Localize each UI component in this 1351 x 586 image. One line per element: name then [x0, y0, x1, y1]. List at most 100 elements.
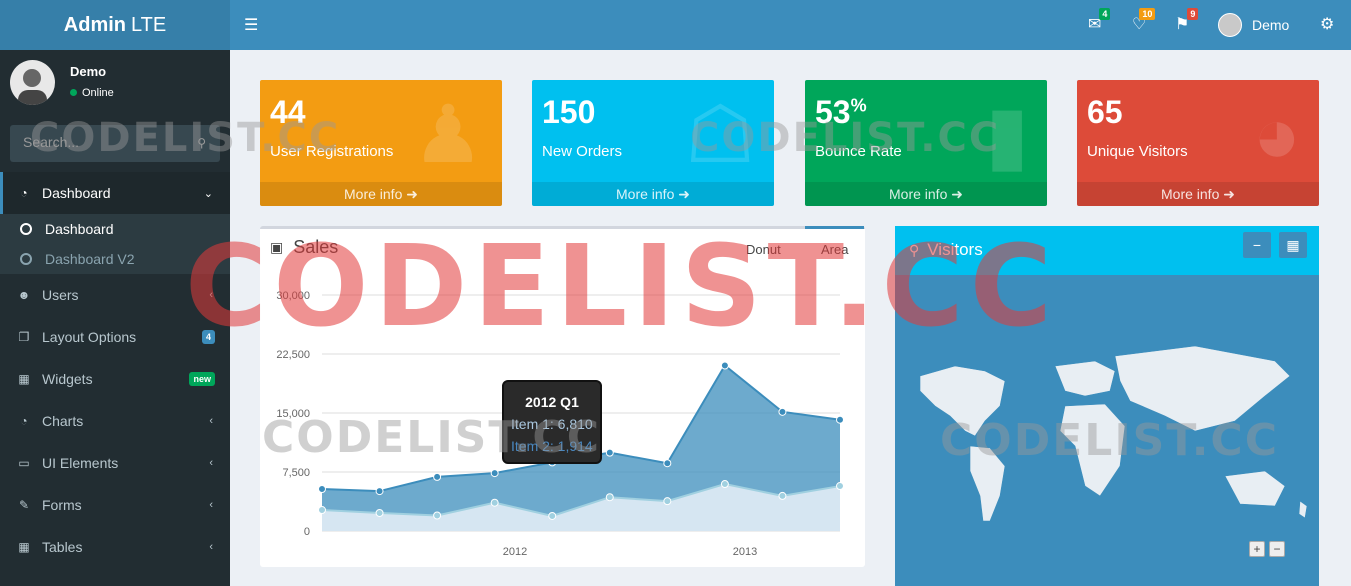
- stat-value: 53%: [815, 94, 867, 130]
- chevron-down-icon: ⌄: [203, 187, 213, 200]
- stat-label: User Registrations: [270, 143, 394, 160]
- files-icon: ❐: [18, 330, 30, 344]
- stat-label: Bounce Rate: [815, 143, 902, 160]
- circle-icon: [20, 223, 32, 235]
- avatar: [1218, 13, 1242, 37]
- notifications-badge: 10: [1139, 8, 1156, 20]
- more-info-link[interactable]: More info ➜: [805, 182, 1047, 206]
- avatar: [10, 60, 55, 105]
- more-info-link[interactable]: More info ➜: [532, 182, 774, 206]
- zoom-in-button[interactable]: +: [1249, 541, 1265, 557]
- stat-label: Unique Visitors: [1087, 143, 1188, 160]
- search-input[interactable]: [10, 125, 180, 159]
- sidebar-item-forms[interactable]: ✎ Forms ‹: [18, 497, 213, 513]
- chevron-left-icon: ‹: [209, 457, 213, 469]
- chevron-left-icon: ‹: [209, 541, 213, 553]
- tooltip-item-1: Item 1: 6,810: [511, 416, 593, 432]
- app-logo[interactable]: Admin LTE: [0, 0, 230, 50]
- visitors-map-box: ⚲ Visitors − ▦ + −: [895, 226, 1319, 586]
- stat-box-orders: 150 New Orders ☖ More info ➜: [532, 80, 774, 206]
- point-item-2: [548, 511, 557, 520]
- sidebar-item-ui-elements[interactable]: ▭ UI Elements ‹: [18, 455, 213, 471]
- tab-area[interactable]: Area: [805, 226, 865, 262]
- user-name: Demo: [70, 64, 107, 79]
- sidebar-search: ⚲: [10, 125, 220, 162]
- y-tick-label: 7,500: [282, 467, 310, 479]
- point-item-1: [375, 487, 384, 496]
- point-item-2: [490, 498, 499, 507]
- point-item-1: [778, 407, 787, 416]
- sidebar-item-layout-options[interactable]: ❐ Layout Options 4: [0, 316, 230, 358]
- chart-tooltip: 2012 Q1 Item 1: 6,810 Item 2: 1,914: [502, 380, 602, 464]
- point-item-1: [490, 469, 499, 478]
- point-item-1: [663, 459, 672, 468]
- flag-icon[interactable]: ⚑ 9: [1175, 8, 1199, 34]
- tab-donut[interactable]: Donut: [746, 242, 781, 257]
- point-item-1: [605, 448, 614, 457]
- more-info-link[interactable]: More info ➜: [1077, 182, 1319, 206]
- submenu-item-dashboard[interactable]: Dashboard: [0, 214, 230, 244]
- y-tick-label: 15,000: [276, 408, 310, 420]
- sales-chart-box: ▣ Sales Donut Area 0 7,500 15,000 22,500 30,0…: [260, 226, 865, 567]
- tooltip-title: 2012 Q1: [525, 394, 579, 410]
- chevron-left-icon: ‹: [209, 499, 213, 511]
- point-item-2: [778, 491, 787, 500]
- stat-box-registrations: 44 User Registrations ♟ More info ➜: [260, 80, 502, 206]
- point-item-2: [663, 497, 672, 506]
- sidebar-menu: ◔ Dashboard ⌄ Dashboard Dashboard V2 ☻ User…: [0, 172, 230, 568]
- point-item-2: [720, 480, 729, 489]
- messages-badge: 4: [1099, 8, 1111, 20]
- stat-box-bounce-rate: 53% Bounce Rate ▮ More info ➜: [805, 80, 1047, 206]
- laptop-icon: ▭: [18, 456, 30, 470]
- tooltip-item-2: Item 2: 1,914: [511, 438, 593, 454]
- x-tick-label: 2013: [733, 546, 757, 558]
- point-item-2: [318, 506, 326, 515]
- point-item-1: [433, 472, 442, 481]
- stat-label: New Orders: [542, 143, 623, 160]
- x-tick-label: 2012: [503, 546, 527, 558]
- submenu-item-dashboard-v2[interactable]: Dashboard V2: [0, 244, 230, 274]
- circle-icon: [20, 253, 32, 265]
- world-map: [919, 345, 1308, 522]
- sidebar: Demo Online ⚲ ◔Dashboard⌄ Dashboard Dash…: [0, 50, 230, 586]
- gears-icon[interactable]: ⚙: [1320, 16, 1335, 33]
- sales-title: ▣ Sales: [270, 237, 339, 257]
- users-icon: ☻: [17, 288, 31, 302]
- sidebar-item-charts[interactable]: ◔ Charts ‹: [0, 400, 230, 442]
- map-marker-icon: ⚲: [909, 241, 920, 258]
- series-line-item-2: [321, 483, 841, 517]
- visitors-title: ⚲ Visitors: [909, 240, 983, 259]
- online-dot-icon: [70, 89, 77, 96]
- chevron-left-icon: ‹: [209, 415, 213, 427]
- search-icon[interactable]: ⚲: [197, 136, 206, 150]
- envelope-icon[interactable]: ✉ 4: [1088, 8, 1111, 34]
- sales-area-chart: 0 7,500 15,000 22,500 30,000 2012 2013: [276, 290, 844, 558]
- sidebar-item-tables[interactable]: ▦ Tables ‹: [18, 539, 213, 555]
- shopping-bag-icon: ☖: [684, 90, 756, 179]
- sidebar-item-widgets[interactable]: ▦ Widgets new: [0, 358, 230, 400]
- user-menu[interactable]: Demo: [1218, 13, 1289, 37]
- point-item-1: [836, 415, 844, 424]
- stat-box-visitors: 65 Unique Visitors ◕ More info ➜: [1077, 80, 1319, 206]
- dashboard-submenu: Dashboard Dashboard V2: [0, 214, 230, 274]
- calendar-icon[interactable]: ▦: [1279, 232, 1307, 258]
- point-item-2: [375, 508, 384, 517]
- user-plus-icon: ♟: [412, 90, 484, 179]
- top-navbar: ☰ ✉ 4 ♡ 10 ⚑ 9 Demo ⚙: [230, 0, 1351, 50]
- user-panel: Demo Online: [0, 50, 230, 116]
- point-item-2: [836, 482, 844, 491]
- y-tick-label: 0: [304, 526, 310, 538]
- inbox-icon: ▣: [270, 239, 284, 255]
- edit-icon: ✎: [18, 498, 30, 512]
- th-icon: ▦: [18, 372, 30, 386]
- stat-value: 44: [270, 94, 306, 130]
- dashboard-icon: ◔: [20, 186, 28, 200]
- layout-options-badge: 4: [201, 330, 215, 344]
- sidebar-toggle-icon[interactable]: ☰: [244, 17, 259, 34]
- more-info-link[interactable]: More info ➜: [260, 182, 502, 206]
- bell-icon[interactable]: ♡ 10: [1132, 8, 1156, 34]
- sidebar-item-dashboard[interactable]: ◔ Dashboard ⌄: [0, 172, 230, 214]
- sidebar-item-users[interactable]: ☻ Users ‹: [17, 287, 213, 303]
- zoom-out-button[interactable]: −: [1269, 541, 1285, 557]
- collapse-button[interactable]: −: [1243, 232, 1271, 258]
